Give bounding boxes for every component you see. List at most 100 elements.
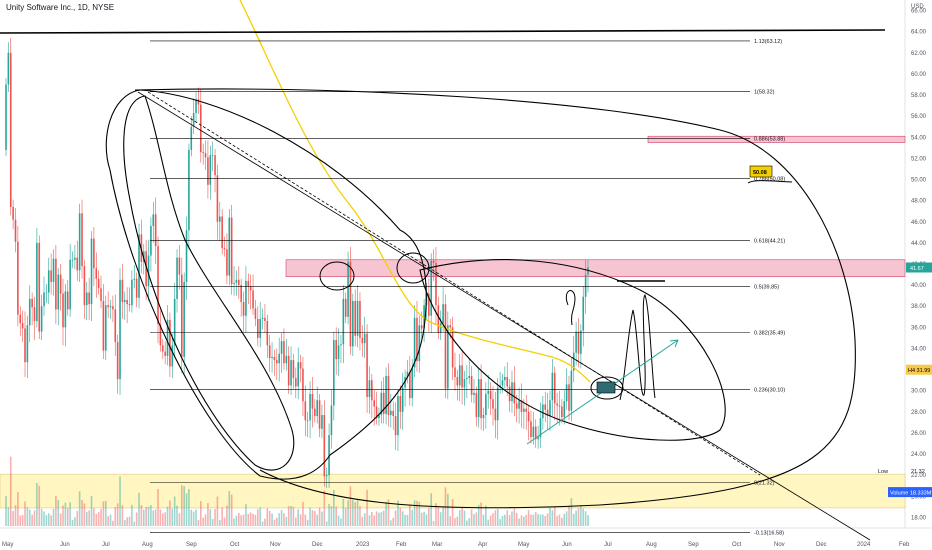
candle-body <box>83 266 86 306</box>
candle-body <box>311 393 314 409</box>
volume-bar <box>302 501 304 526</box>
candle-body <box>26 325 29 363</box>
candle-body <box>458 365 461 386</box>
candle-body <box>501 380 504 386</box>
candle-body <box>556 403 558 406</box>
fib-zone-0886 <box>647 135 906 143</box>
candle-body <box>496 387 499 421</box>
volume-bar <box>487 519 490 526</box>
volume-bar <box>52 508 55 526</box>
volume-bar <box>356 500 359 526</box>
volume-bar <box>371 512 373 526</box>
x-tick-label: Jun <box>562 542 572 548</box>
volume-bar <box>197 519 200 526</box>
volume-bar <box>513 508 516 526</box>
fib-level-label: 0.382(35.49) <box>754 331 785 337</box>
y-tick-label: 18.00 <box>911 515 927 521</box>
candle-body <box>245 280 247 316</box>
volume-bar <box>185 493 188 526</box>
volume-bar <box>468 518 471 526</box>
volume-bar <box>221 507 223 526</box>
candle-body <box>366 333 368 398</box>
volume-bar <box>430 493 433 526</box>
candle-body <box>207 157 209 185</box>
candle-body <box>513 382 516 404</box>
volume-bar <box>85 511 88 526</box>
volume-bar <box>404 514 406 526</box>
candle-body <box>238 279 240 286</box>
x-tick-label: Nov <box>774 542 785 548</box>
volume-bar <box>138 492 140 526</box>
volume-bar <box>532 514 535 526</box>
y-tick-label: 40.00 <box>911 283 927 289</box>
volume-bar <box>299 514 302 526</box>
candle-body <box>17 241 19 315</box>
volume-bar <box>40 508 43 526</box>
volume-bar <box>525 514 528 526</box>
volume-bar <box>69 502 71 526</box>
candle-body <box>349 261 352 347</box>
volume-bar <box>401 511 404 526</box>
volume-bar <box>195 509 197 526</box>
volume-bar <box>549 507 551 526</box>
volume-bar <box>587 515 589 526</box>
candle-body <box>218 216 221 222</box>
candle-body <box>423 305 425 329</box>
candle-body <box>235 279 238 284</box>
candle-body <box>449 325 452 328</box>
candle-body <box>276 360 278 364</box>
candle-body <box>9 52 12 207</box>
drawn-target-line <box>747 180 793 184</box>
volume-bar <box>47 513 50 526</box>
y-tick-label: 52.00 <box>911 156 927 162</box>
candle-body <box>183 281 185 357</box>
volume-bar <box>7 507 10 526</box>
volume-bar <box>268 510 271 526</box>
x-tick-label: Oct <box>732 542 742 548</box>
volume-bar <box>128 516 131 526</box>
candle-body <box>230 217 233 285</box>
volume-bar <box>342 498 345 526</box>
fib-level-label: 0(21.32) <box>754 480 775 486</box>
volume-bar <box>173 496 176 526</box>
volume-bar <box>582 508 585 526</box>
volume-bar <box>359 506 361 526</box>
low-label: Low <box>878 469 888 475</box>
volume-bar <box>114 506 117 526</box>
candle-body <box>76 257 79 271</box>
volume-bar <box>335 506 337 526</box>
volume-bar <box>463 510 466 526</box>
y-tick-label: 44.00 <box>911 241 927 247</box>
x-tick-label: 2024 <box>857 542 871 548</box>
candle-body <box>109 306 112 308</box>
candle-body <box>314 408 316 417</box>
candle-body <box>437 305 440 333</box>
supply-zone <box>285 259 906 277</box>
volume-bar <box>534 511 537 526</box>
volume-bar <box>142 509 145 526</box>
candle-body <box>401 387 404 412</box>
volume-bar <box>584 511 587 526</box>
volume-bar <box>349 486 352 526</box>
candle-body <box>69 259 71 310</box>
drawn-squiggle-projection <box>619 294 656 401</box>
candle-body <box>416 317 418 362</box>
candle-body <box>261 317 264 319</box>
volume-bar <box>145 507 147 526</box>
candle-body <box>264 317 266 322</box>
volume-bar <box>337 515 340 526</box>
candle-body <box>480 379 482 419</box>
volume-bar <box>330 506 333 526</box>
candle-body <box>152 214 155 226</box>
volume-bar <box>295 517 297 526</box>
y-tick-label: 60.00 <box>911 72 927 78</box>
candle-body <box>88 292 90 305</box>
candle-body <box>394 416 397 436</box>
candle-body <box>249 286 252 291</box>
volume-bar <box>352 499 354 526</box>
volume-bar <box>354 502 356 526</box>
candle-body <box>228 217 231 276</box>
volume-bar <box>508 515 511 526</box>
